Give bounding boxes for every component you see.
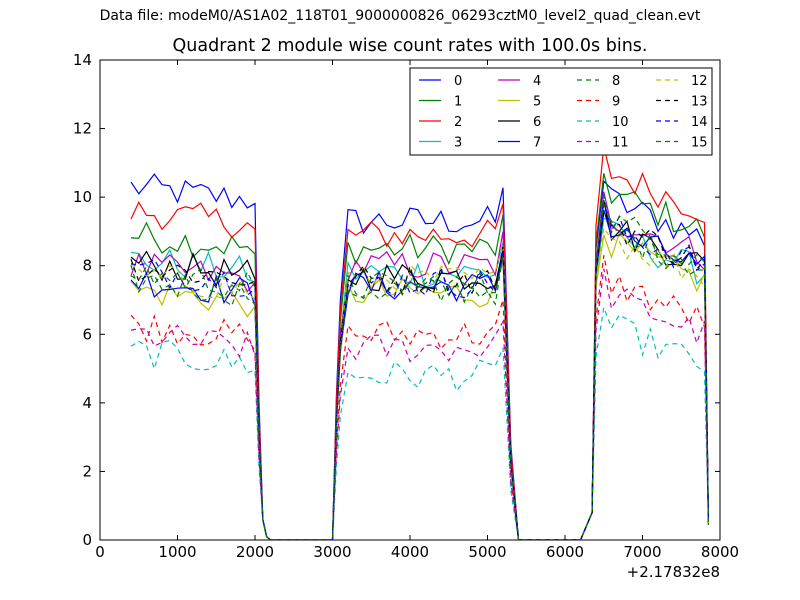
series-line-15 bbox=[130, 194, 709, 540]
y-tick-label: 12 bbox=[73, 120, 92, 138]
legend-label-7: 7 bbox=[533, 136, 541, 151]
x-tick-label: 4000 bbox=[391, 543, 429, 561]
legend-label-9: 9 bbox=[612, 95, 620, 110]
series-line-10 bbox=[130, 305, 709, 540]
series-line-13 bbox=[130, 210, 709, 540]
y-tick-label: 8 bbox=[82, 257, 92, 275]
y-tick-label: 14 bbox=[73, 51, 92, 69]
x-tick-label: 0 bbox=[95, 543, 105, 561]
series-line-14 bbox=[130, 200, 709, 540]
legend-label-15: 15 bbox=[691, 136, 708, 151]
legend-label-0: 0 bbox=[454, 74, 462, 89]
series-line-2 bbox=[130, 146, 709, 540]
series-line-0 bbox=[130, 173, 709, 540]
x-tick-label: 2000 bbox=[236, 543, 274, 561]
series-line-9 bbox=[130, 255, 709, 540]
legend-label-11: 11 bbox=[612, 136, 629, 151]
legend-label-5: 5 bbox=[533, 95, 541, 110]
series-line-12 bbox=[130, 226, 709, 540]
legend-box bbox=[409, 67, 713, 156]
series-line-4 bbox=[130, 191, 709, 540]
x-tick-label: 5000 bbox=[468, 543, 506, 561]
x-tick-label: 7000 bbox=[623, 543, 661, 561]
chart-title: Quadrant 2 module wise count rates with … bbox=[172, 36, 648, 56]
y-tick-label: 6 bbox=[82, 325, 92, 343]
legend-label-3: 3 bbox=[454, 136, 462, 151]
y-tick-label: 10 bbox=[73, 188, 92, 206]
series-line-3 bbox=[130, 217, 709, 540]
series-line-7 bbox=[130, 209, 709, 540]
x-tick-label: 3000 bbox=[313, 543, 351, 561]
legend-label-12: 12 bbox=[691, 74, 708, 89]
legend-label-8: 8 bbox=[612, 74, 620, 89]
x-tick-label: 1000 bbox=[158, 543, 196, 561]
legend-label-10: 10 bbox=[612, 115, 629, 130]
legend-label-6: 6 bbox=[533, 115, 541, 130]
series-line-11 bbox=[130, 268, 709, 540]
legend-label-13: 13 bbox=[691, 95, 708, 110]
legend-label-2: 2 bbox=[454, 115, 462, 130]
legend-label-14: 14 bbox=[691, 115, 708, 130]
legend-label-1: 1 bbox=[454, 95, 462, 110]
x-offset-label: +2.17832e8 bbox=[627, 563, 720, 581]
series-line-8 bbox=[130, 202, 709, 540]
y-tick-label: 4 bbox=[82, 394, 92, 412]
legend-label-4: 4 bbox=[533, 74, 541, 89]
series-line-6 bbox=[130, 200, 709, 540]
y-tick-label: 2 bbox=[82, 462, 92, 480]
x-tick-label: 8000 bbox=[701, 543, 739, 561]
x-tick-label: 6000 bbox=[546, 543, 584, 561]
y-tick-label: 0 bbox=[82, 531, 92, 549]
figure-suptitle: Data file: modeM0/AS1A02_118T01_90000008… bbox=[99, 8, 701, 24]
